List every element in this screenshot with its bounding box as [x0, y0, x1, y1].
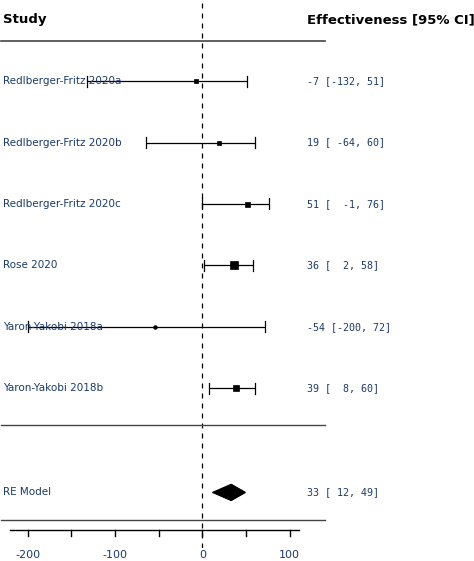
Text: 39 [  8, 60]: 39 [ 8, 60]	[307, 383, 379, 393]
Text: -54 [-200, 72]: -54 [-200, 72]	[307, 321, 391, 332]
Text: Yaron-Yakobi 2018a: Yaron-Yakobi 2018a	[3, 321, 103, 332]
Text: Redlberger-Fritz 2020c: Redlberger-Fritz 2020c	[3, 199, 121, 209]
Text: RE Model: RE Model	[3, 488, 51, 498]
Text: 36 [  2, 58]: 36 [ 2, 58]	[307, 260, 379, 270]
Text: 100: 100	[279, 550, 300, 560]
Text: Redlberger-Fritz 2020b: Redlberger-Fritz 2020b	[3, 137, 122, 148]
Text: Effectiveness [95% CI]: Effectiveness [95% CI]	[307, 13, 474, 26]
Text: -100: -100	[102, 550, 128, 560]
Text: -200: -200	[15, 550, 40, 560]
Text: Study: Study	[3, 13, 46, 26]
Text: 19 [ -64, 60]: 19 [ -64, 60]	[307, 137, 385, 148]
Text: 0: 0	[199, 550, 206, 560]
Text: Yaron-Yakobi 2018b: Yaron-Yakobi 2018b	[3, 383, 103, 393]
Text: 33 [ 12, 49]: 33 [ 12, 49]	[307, 488, 379, 498]
Text: -7 [-132, 51]: -7 [-132, 51]	[307, 76, 385, 86]
Text: Rose 2020: Rose 2020	[3, 260, 57, 270]
Polygon shape	[213, 485, 245, 500]
Text: 51 [  -1, 76]: 51 [ -1, 76]	[307, 199, 385, 209]
Text: Redlberger-Fritz 2020a: Redlberger-Fritz 2020a	[3, 76, 121, 86]
